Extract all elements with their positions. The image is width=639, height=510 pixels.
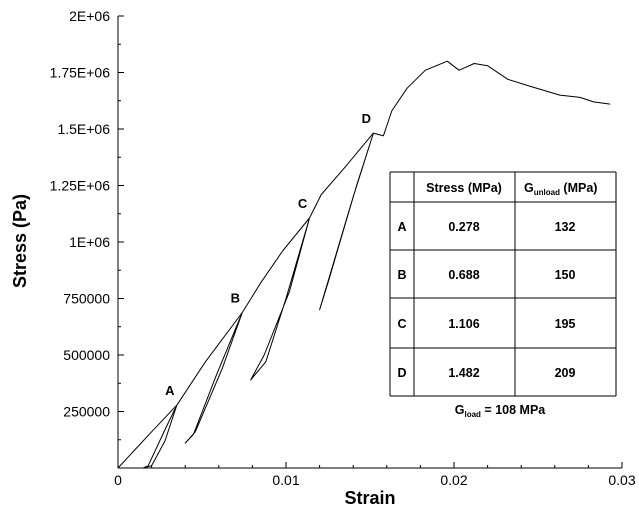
y-tick-label: 1.75E+06 [50, 65, 111, 81]
point-annotations: A B C D [165, 111, 371, 398]
y-tick-label: 2E+06 [69, 8, 110, 24]
unload-reload-loop [142, 404, 178, 469]
table-gunload-value: 209 [555, 366, 576, 380]
table-row-label: B [397, 268, 406, 282]
x-axis-title: Strain [344, 488, 395, 508]
y-tick-label: 1.25E+06 [50, 178, 111, 194]
table-header-g: G [524, 181, 534, 195]
unload-reload-loop [184, 312, 243, 444]
y-tick-label: 1E+06 [69, 234, 110, 250]
table-row-label: A [397, 220, 406, 234]
x-tick-label: 0.03 [608, 472, 635, 488]
y-tick-label: 1.5E+06 [57, 121, 110, 137]
table-row-label: D [397, 366, 406, 380]
loading-curve [117, 60, 611, 469]
table-stress-value: 0.688 [448, 268, 479, 282]
table-stress-value: 0.278 [448, 220, 479, 234]
table-stress-value: 1.106 [448, 317, 479, 331]
table-header-g-unit: (MPa) [560, 181, 598, 195]
table-header-g-subscript: unload [534, 188, 560, 197]
point-label-a: A [165, 383, 175, 398]
point-label-c: C [298, 196, 308, 211]
table-header-stress: Stress (MPa) [426, 181, 502, 195]
table-footer-value: = 108 MPa [481, 403, 546, 417]
table-gunload-value: 150 [555, 268, 576, 282]
y-tick-label: 250000 [63, 404, 110, 420]
table-footer-g-subscript: load [465, 410, 482, 419]
y-tick-label: 500000 [63, 347, 110, 363]
table-header-gunload: Gunload (MPa) [524, 181, 597, 197]
point-label-b: B [231, 291, 240, 306]
table-gunload-value: 132 [555, 220, 576, 234]
y-tick-label: 750000 [63, 291, 110, 307]
unload-reload-loop [319, 132, 374, 311]
x-tick-label: 0.02 [440, 472, 467, 488]
table-stress-value: 1.482 [448, 366, 479, 380]
data-series [117, 60, 611, 469]
axis-ticks: 0 0.01 0.02 0.03 250000 500000 750000 1E+06 1.25… [50, 8, 636, 488]
x-tick-label: 0 [114, 472, 122, 488]
results-table: Stress (MPa) Gunload (MPa) A 0.278 132 B… [389, 171, 617, 419]
unload-reload-loop [250, 217, 310, 381]
table-row-label: C [397, 317, 406, 331]
point-label-d: D [362, 111, 371, 126]
table-footer-gload: Gload = 108 MPa [455, 403, 547, 419]
table-gunload-value: 195 [555, 317, 576, 331]
y-axis-title: Stress (Pa) [10, 194, 30, 288]
x-tick-label: 0.01 [272, 472, 299, 488]
table-footer-g: G [455, 403, 465, 417]
